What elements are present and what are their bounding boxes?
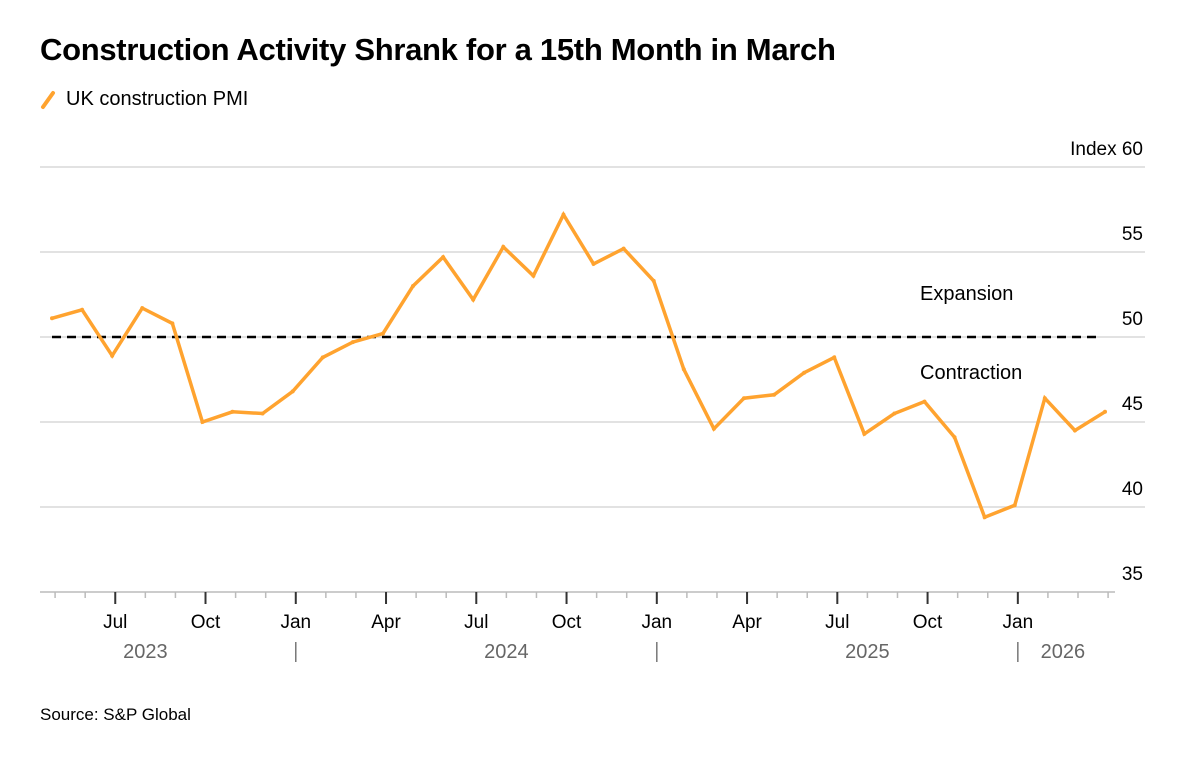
source-note: Source: S&P Global [40, 705, 191, 724]
x-tick-label: Oct [191, 612, 221, 633]
data-point [1012, 503, 1017, 508]
data-point [1103, 409, 1107, 414]
data-point [1072, 428, 1077, 433]
x-tick-label: Jul [464, 612, 488, 633]
data-point [862, 431, 867, 436]
data-point [411, 284, 416, 288]
data-point [772, 392, 777, 397]
data-point [651, 278, 656, 283]
year-label: 2024 [484, 641, 529, 663]
data-point [350, 340, 355, 345]
data-point [922, 399, 927, 404]
x-tick-label: Jan [641, 612, 672, 633]
x-tick-label: Jul [825, 612, 849, 633]
year-label: 2023 [123, 641, 168, 663]
x-tick-label: Oct [552, 612, 582, 633]
data-point [170, 321, 175, 326]
y-tick-label: 55 [1122, 224, 1143, 245]
y-tick-label: 45 [1122, 394, 1143, 415]
data-point [471, 297, 476, 302]
x-tick-label: Apr [732, 612, 762, 633]
data-point [832, 355, 837, 360]
x-tick-label: Apr [371, 612, 401, 633]
x-tick-label: Jul [103, 612, 127, 633]
line-chart: 35 40 45 50 55 Index 60 Jul Oct Jan Apr Jul Oct Jan A… [40, 139, 1145, 663]
data-point [591, 261, 596, 266]
y-tick-label: 35 [1122, 564, 1143, 585]
data-point [320, 355, 325, 360]
data-point [681, 367, 686, 372]
data-point [711, 426, 716, 431]
series-line-uk-construction-pmi [51, 210, 1106, 520]
data-point [892, 411, 897, 416]
data-point [140, 306, 145, 311]
data-point [501, 244, 506, 249]
y-tick-label: Index 60 [1070, 139, 1143, 160]
data-point [200, 420, 205, 424]
data-point [741, 396, 746, 401]
data-point [1042, 396, 1047, 401]
y-tick-label: 50 [1122, 309, 1143, 330]
x-tick-label: Jan [1003, 612, 1034, 633]
year-label: 2026 [1041, 641, 1086, 663]
annotation-expansion: Expansion [920, 283, 1013, 305]
legend-line-icon [41, 90, 55, 109]
legend-label: UK construction PMI [66, 88, 249, 110]
x-tick-label: Oct [913, 612, 943, 633]
data-point [50, 316, 54, 321]
data-point [982, 515, 987, 520]
x-tick-label: Jan [280, 612, 311, 633]
data-point [260, 411, 265, 416]
data-point [561, 212, 566, 217]
data-point [110, 353, 115, 358]
data-point [621, 246, 626, 251]
annotation-contraction: Contraction [920, 362, 1022, 384]
chart-title: Construction Activity Shrank for a 15th … [40, 32, 836, 67]
data-point [802, 370, 807, 375]
data-point [290, 389, 295, 394]
data-point [80, 307, 85, 312]
data-point [230, 409, 235, 414]
data-point [531, 273, 536, 278]
year-label: 2025 [845, 641, 890, 663]
data-point [380, 331, 385, 336]
y-tick-label: 40 [1122, 479, 1143, 500]
data-point [952, 435, 957, 440]
legend: UK construction PMI [40, 88, 248, 111]
data-point [441, 255, 446, 260]
